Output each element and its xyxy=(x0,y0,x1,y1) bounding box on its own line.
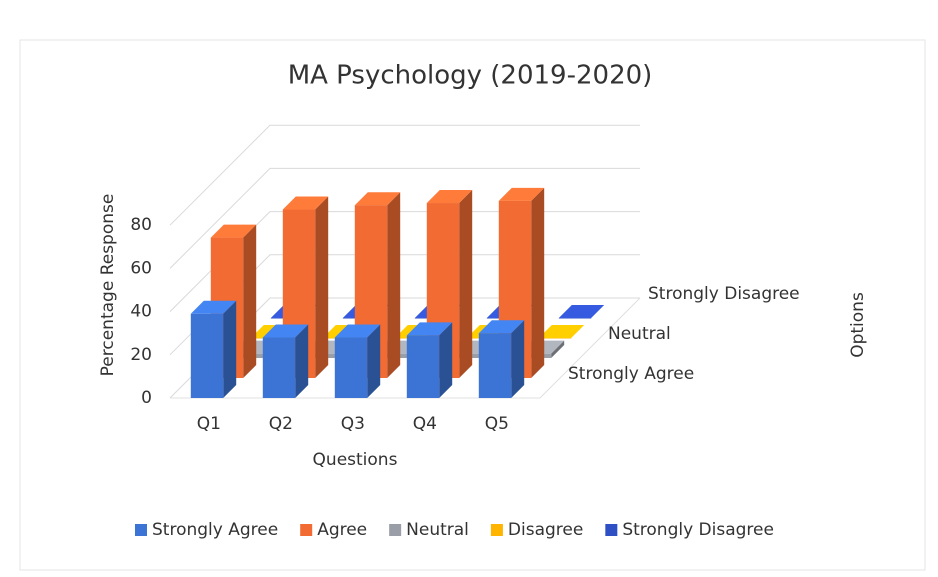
y-tick-label: 20 xyxy=(130,345,152,365)
bar xyxy=(538,325,585,339)
bar-front xyxy=(558,318,592,319)
bar-side xyxy=(243,224,257,378)
bar-top xyxy=(406,322,453,336)
bar-top xyxy=(190,300,237,314)
bar xyxy=(190,300,237,398)
y-tick-label: 40 xyxy=(130,302,152,322)
z-axis-title: Options xyxy=(848,292,868,358)
legend-label: Disagree xyxy=(508,520,583,540)
legend-swatch xyxy=(490,524,503,536)
y-tick-label: 60 xyxy=(130,258,152,278)
bar-top xyxy=(478,320,525,334)
legend-label: Strongly Agree xyxy=(152,520,278,540)
bar-top xyxy=(558,305,605,318)
bar-top xyxy=(498,187,545,201)
grid-line xyxy=(169,124,640,226)
bar-side xyxy=(367,324,381,398)
x-axis-title: Questions xyxy=(313,450,398,470)
legend-swatch xyxy=(300,524,313,536)
bar-top xyxy=(334,324,381,338)
bar-side xyxy=(223,300,237,398)
bar-side xyxy=(511,320,525,398)
bar xyxy=(262,324,309,398)
bar-side xyxy=(387,192,401,378)
y-axis-title: Percentage Response xyxy=(98,194,118,377)
bar-top xyxy=(354,192,401,206)
bar-side xyxy=(439,322,453,398)
x-tick-label: Q5 xyxy=(485,414,509,434)
bar-top xyxy=(282,196,329,210)
y-tick-label: 80 xyxy=(130,215,152,235)
x-tick-label: Q3 xyxy=(341,414,365,434)
legend-label: Neutral xyxy=(406,520,469,540)
bar-front xyxy=(190,313,224,398)
bar-front xyxy=(406,335,440,398)
legend-swatch xyxy=(605,524,618,536)
legend-label: Agree xyxy=(317,520,367,540)
y-tick-label: 0 xyxy=(141,388,152,408)
x-tick-label: Q4 xyxy=(413,414,437,434)
z-tick-label: Strongly Agree xyxy=(568,364,694,384)
x-tick-label: Q2 xyxy=(269,414,293,434)
bar-front xyxy=(538,338,572,339)
legend-label: Strongly Disagree xyxy=(622,520,774,540)
bar-side xyxy=(315,196,329,378)
bar-front xyxy=(334,337,368,398)
bar xyxy=(334,324,381,398)
bar xyxy=(406,322,453,398)
bar-side xyxy=(531,187,545,378)
grid-line xyxy=(169,167,640,269)
bar xyxy=(558,305,605,319)
bar-top xyxy=(426,190,473,204)
bar-top xyxy=(538,325,585,338)
legend: Strongly Agree Agree Neutral Disagree Strong… xyxy=(135,520,774,540)
bar-top xyxy=(210,224,257,238)
bar xyxy=(354,192,401,378)
bar-front xyxy=(262,337,296,398)
bar-side xyxy=(459,190,473,378)
bar xyxy=(478,320,525,398)
bar-top xyxy=(262,324,309,338)
z-tick-label: Strongly Disagree xyxy=(648,284,800,304)
chart-title: MA Psychology (2019-2020) xyxy=(288,61,653,91)
legend-swatch xyxy=(389,524,402,536)
bar-side xyxy=(551,340,565,358)
bar-front xyxy=(478,333,512,398)
x-tick-label: Q1 xyxy=(197,414,221,434)
z-tick-label: Neutral xyxy=(608,324,671,344)
chart-frame xyxy=(19,39,926,571)
legend-swatch xyxy=(135,524,147,536)
bar-side xyxy=(295,324,309,398)
